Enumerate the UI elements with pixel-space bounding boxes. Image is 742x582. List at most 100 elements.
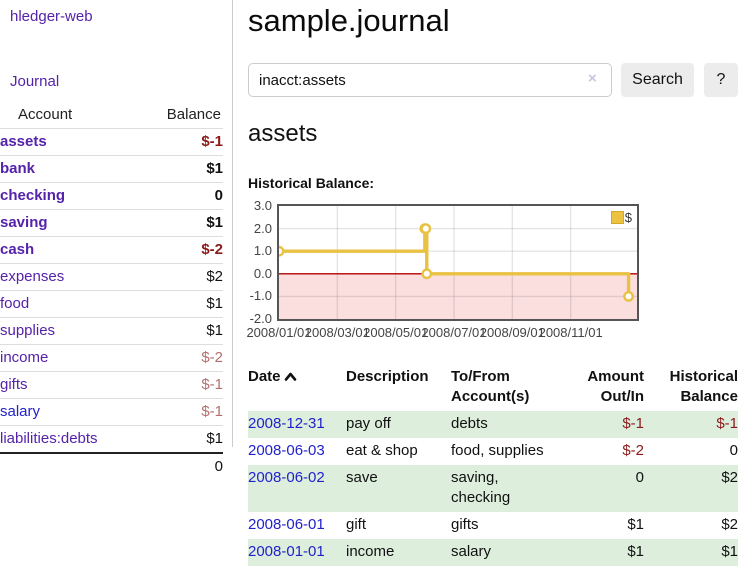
search-input[interactable] xyxy=(248,63,612,97)
legend-swatch-icon xyxy=(610,211,624,224)
account-balance: $-1 xyxy=(141,128,223,156)
transaction-date-link[interactable]: 2008-06-01 xyxy=(248,516,325,533)
y-tick-label: -2.0 xyxy=(249,311,272,326)
transaction-accounts: saving, checking xyxy=(451,469,511,506)
transaction-balance: $2 xyxy=(721,469,738,486)
account-link-bank[interactable]: bank xyxy=(0,160,36,177)
register-header-description: Description xyxy=(346,368,429,385)
transaction-accounts: gifts xyxy=(451,516,479,533)
transaction-accounts: debts xyxy=(451,415,488,432)
sort-ascending-icon xyxy=(284,368,297,388)
account-link-income[interactable]: income xyxy=(0,349,49,366)
register-header-date[interactable]: Date xyxy=(248,364,346,411)
account-row-checking: checking 0 xyxy=(0,182,223,210)
transaction-amount: $1 xyxy=(627,516,644,533)
account-link-gifts[interactable]: gifts xyxy=(0,376,28,393)
account-link-checking[interactable]: checking xyxy=(0,187,66,204)
account-link-assets[interactable]: assets xyxy=(0,133,47,150)
account-row-gifts: gifts $-1 xyxy=(0,371,223,399)
sidebar-item-journal[interactable]: Journal xyxy=(10,73,60,90)
page-title: sample.journal xyxy=(248,3,450,38)
transaction-date-link[interactable]: 2008-06-03 xyxy=(248,442,325,459)
y-tick-label: 0.0 xyxy=(253,265,272,281)
y-tick-label: 2.0 xyxy=(253,220,272,236)
account-heading: assets xyxy=(248,120,318,147)
account-link-expenses[interactable]: expenses xyxy=(0,268,65,285)
historical-balance-chart: $ 3.0 2.0 1.0 0.0 -1.0 -2.0 2008/01/01 2008/03… xyxy=(246,197,742,347)
sidebar: hledger-web Journal Account Balance asse… xyxy=(0,0,233,480)
accounts-total-value: 0 xyxy=(141,452,223,480)
account-balance: $-1 xyxy=(141,398,223,426)
account-link-salary[interactable]: salary xyxy=(0,403,41,420)
chart-title: Historical Balance: xyxy=(248,175,375,191)
register-row: 2008-06-02 save saving, checking 0 $2 xyxy=(248,465,738,512)
account-balance: $-1 xyxy=(141,371,223,399)
account-row-food: food $1 xyxy=(0,290,223,318)
account-balance: 0 xyxy=(141,182,223,210)
chart-plot-area: $ xyxy=(277,204,639,321)
accounts-table: Account Balance assets $-1 bank $1 check… xyxy=(0,102,223,480)
account-link-supplies[interactable]: supplies xyxy=(0,322,56,339)
account-balance: $1 xyxy=(141,317,223,345)
transaction-description: pay off xyxy=(346,415,391,432)
account-row-expenses: expenses $2 xyxy=(0,263,223,291)
register-row: 2008-01-01 income salary $1 $1 xyxy=(248,539,738,566)
accounts-table-header: Account Balance xyxy=(0,102,223,129)
transaction-date-link[interactable]: 2008-12-31 xyxy=(248,415,325,432)
account-balance: $1 xyxy=(141,155,223,183)
transaction-description: eat & shop xyxy=(346,442,418,459)
transaction-amount: $-1 xyxy=(622,415,644,432)
account-row-cash: cash $-2 xyxy=(0,236,223,264)
account-balance: $-2 xyxy=(141,236,223,264)
account-row-bank: bank $1 xyxy=(0,155,223,183)
account-row-income: income $-2 xyxy=(0,344,223,372)
balance-column-header: Balance xyxy=(141,102,223,129)
account-column-header: Account xyxy=(0,102,142,129)
register-row: 2008-06-01 gift gifts $1 $2 xyxy=(248,512,738,539)
account-balance: $1 xyxy=(141,290,223,318)
help-button[interactable]: ? xyxy=(704,63,738,97)
x-tick-label: 2008/05/01 xyxy=(363,325,429,340)
account-row-salary: salary $-1 xyxy=(0,398,223,426)
transaction-balance: 0 xyxy=(729,442,738,459)
account-row-saving: saving $1 xyxy=(0,209,223,237)
x-tick-label: 2008/11/01 xyxy=(538,325,603,340)
account-link-liabilities-debts[interactable]: liabilities:debts xyxy=(0,430,98,447)
x-tick-label: 2008/01/01 xyxy=(246,325,312,340)
transaction-date-link[interactable]: 2008-06-02 xyxy=(248,469,325,486)
transaction-accounts: food, supplies xyxy=(451,442,544,459)
transaction-description: income xyxy=(346,543,395,560)
register-header-balance: Historical Balance xyxy=(669,368,738,405)
chart-legend: $ xyxy=(609,210,633,225)
x-tick-label: 2008/03/01 xyxy=(304,325,370,340)
account-link-food[interactable]: food xyxy=(0,295,30,312)
y-tick-label: 3.0 xyxy=(253,198,272,213)
transaction-date-link[interactable]: 2008-01-01 xyxy=(248,543,325,560)
register-table: Date Description To/From Account(s) Amou… xyxy=(248,364,738,566)
main-content: sample.journal × Search ? assets Histori… xyxy=(246,0,742,566)
transaction-description: save xyxy=(346,469,378,486)
account-balance: $-2 xyxy=(141,344,223,372)
account-balance: $1 xyxy=(141,209,223,237)
app-title-link[interactable]: hledger-web xyxy=(10,8,93,25)
register-header-amount: Amount Out/In xyxy=(587,368,644,405)
transaction-balance: $-1 xyxy=(716,415,738,432)
transaction-description: gift xyxy=(346,516,367,533)
x-tick-label: 2008/07/01 xyxy=(421,325,487,340)
transaction-amount: 0 xyxy=(635,469,644,486)
transaction-balance: $2 xyxy=(721,516,738,533)
chart-canvas xyxy=(279,206,637,319)
register-row: 2008-12-31 pay off debts $-1 $-1 xyxy=(248,411,738,438)
account-balance: $2 xyxy=(141,263,223,291)
y-tick-label: -1.0 xyxy=(249,288,272,304)
search-button[interactable]: Search xyxy=(621,63,694,97)
transaction-accounts: salary xyxy=(451,543,492,560)
account-balance: $1 xyxy=(141,425,223,454)
account-link-saving[interactable]: saving xyxy=(0,214,48,231)
register-header-row: Date Description To/From Account(s) Amou… xyxy=(248,364,738,411)
legend-label: $ xyxy=(624,210,632,225)
transaction-balance: $1 xyxy=(721,543,738,560)
clear-search-icon[interactable]: × xyxy=(588,70,597,87)
search-form: × Search ? xyxy=(248,63,742,97)
account-link-cash[interactable]: cash xyxy=(0,241,35,258)
